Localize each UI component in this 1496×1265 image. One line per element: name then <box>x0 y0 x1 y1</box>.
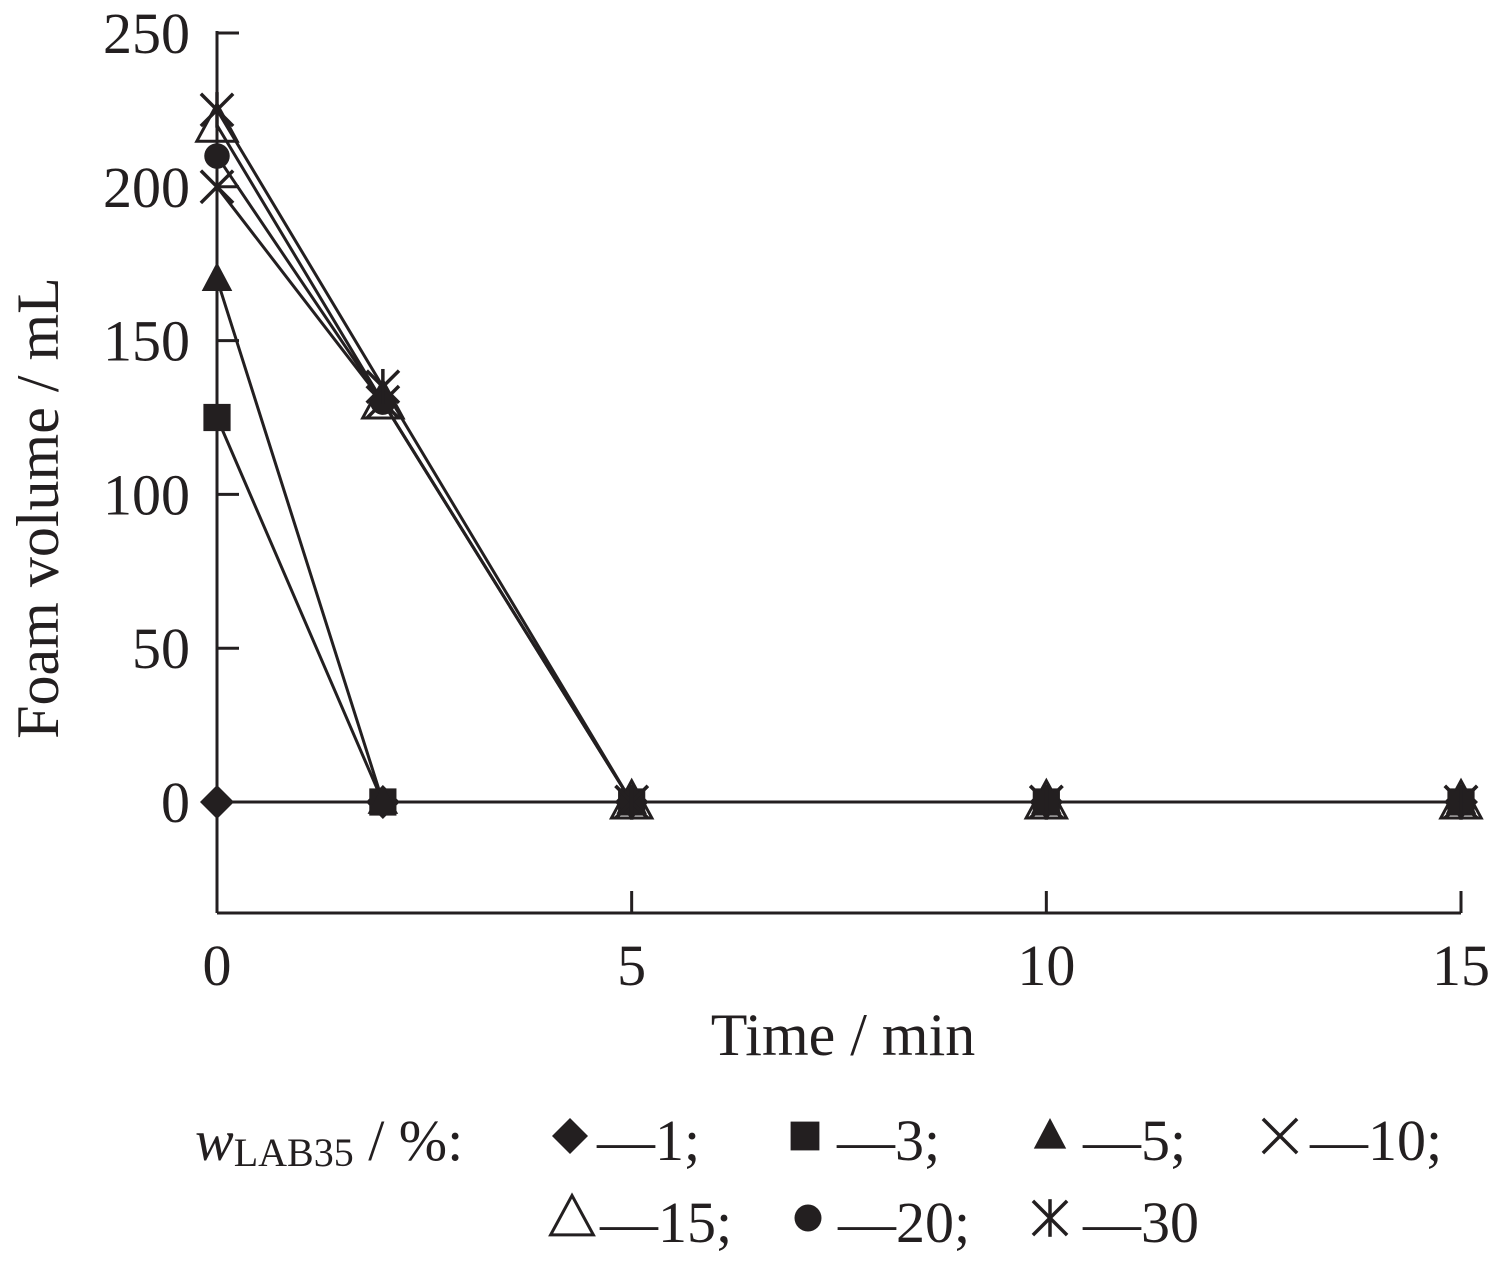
data-point-5-1 <box>367 785 399 814</box>
series-lines <box>215 109 1461 804</box>
legend-entries: —1; —3; —5; —10; —15; —20; —30 <box>548 1108 1442 1255</box>
data-point-30-1 <box>365 368 401 405</box>
legend-prefix-sub: LAB35 <box>234 1130 354 1175</box>
legend-entry-30: —30 <box>1031 1190 1199 1255</box>
y-axis-title: Foam volume / mL <box>5 277 71 739</box>
x-tick-label: 10 <box>1017 933 1075 998</box>
y-tick-label: 50 <box>132 616 190 681</box>
data-point-30-4 <box>1443 784 1479 820</box>
legend-entry-3: —3; <box>790 1108 940 1173</box>
y-tick-label: 250 <box>103 1 190 66</box>
tick-labels: 250 200 150 100 50 0 0 5 10 15 <box>103 1 1490 998</box>
x-tick-label: 15 <box>1432 933 1490 998</box>
legend-marker-20 <box>794 1204 822 1232</box>
legend-label-15: —15; <box>599 1190 732 1255</box>
y-tick-label: 0 <box>161 770 190 835</box>
series-line-15 <box>215 124 1461 804</box>
data-point-1-0 <box>200 785 234 819</box>
y-tick-label: 150 <box>103 309 190 374</box>
y-tick-label: 200 <box>103 155 190 220</box>
data-point-10-0 <box>199 169 235 205</box>
legend-prefix-unit: / %: <box>354 1108 464 1173</box>
legend-entry-1: —1; <box>552 1108 700 1173</box>
data-point-15-0 <box>194 100 240 143</box>
series-line-30 <box>215 109 1461 804</box>
data-point-5-0 <box>201 262 233 291</box>
legend-label-1: —1; <box>596 1108 700 1173</box>
legend-marker-30 <box>1031 1199 1069 1237</box>
series-line-10 <box>215 185 1461 804</box>
legend-marker-1 <box>552 1118 588 1154</box>
legend-entry-20: —20; <box>794 1190 970 1255</box>
legend-entry-10: —10; <box>1261 1108 1442 1173</box>
data-point-20-0 <box>204 143 230 169</box>
legend-marker-15 <box>548 1192 596 1237</box>
legend-entry-15: —15; <box>548 1190 732 1255</box>
legend-entry-5: —5; <box>1033 1108 1186 1173</box>
legend-prefix-var: w <box>195 1108 234 1173</box>
series-line-5 <box>215 278 1461 804</box>
axes <box>215 31 1463 915</box>
legend-label-3: —3; <box>836 1108 940 1173</box>
x-tick-label: 0 <box>203 933 232 998</box>
data-point-30-3 <box>1028 784 1064 820</box>
legend-prefix: wLAB35 / %: <box>195 1108 463 1175</box>
data-point-30-2 <box>614 784 650 820</box>
series-line-20 <box>215 155 1461 804</box>
x-axis-title: Time / min <box>711 1002 976 1068</box>
legend-label-20: —20; <box>837 1190 970 1255</box>
y-tick-label: 100 <box>103 462 190 527</box>
legend-marker-10 <box>1261 1117 1299 1155</box>
data-point-30-0 <box>199 92 235 128</box>
legend-label-30: —30 <box>1082 1190 1199 1255</box>
legend-label-5: —5; <box>1082 1108 1186 1173</box>
legend-marker-3 <box>790 1121 820 1151</box>
legend-marker-5 <box>1033 1118 1067 1149</box>
x-tick-label: 5 <box>617 933 646 998</box>
series-line-3 <box>215 416 1461 804</box>
data-point-3-0 <box>203 403 231 432</box>
legend: wLAB35 / %: —1; —3; —5; —10; —15; —20; —30 <box>195 1108 1442 1255</box>
legend-label-10: —10; <box>1309 1108 1442 1173</box>
series-markers <box>194 92 1484 820</box>
